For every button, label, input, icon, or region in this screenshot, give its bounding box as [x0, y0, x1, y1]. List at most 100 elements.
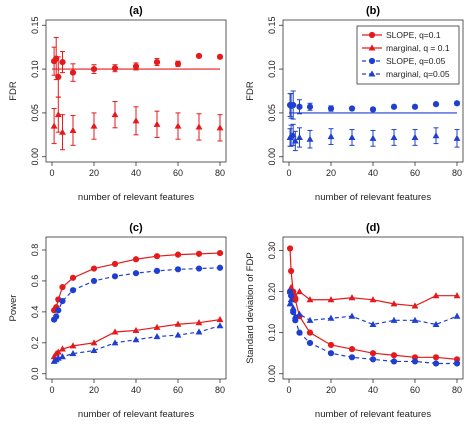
x-tick-label: 80: [215, 385, 225, 395]
data-point: [296, 329, 303, 336]
data-point: [69, 342, 77, 349]
data-point: [348, 354, 356, 361]
data-point: [69, 274, 77, 281]
data-point: [195, 265, 203, 272]
data-point: [59, 297, 66, 305]
data-point: [53, 313, 60, 320]
data-point: [195, 123, 203, 130]
data-point: [174, 320, 182, 327]
legend: SLOPE, q=0.1 marginal, q = 0.1 SLOPE, q=0.…: [356, 25, 460, 85]
data-point: [216, 322, 224, 329]
data-point: [111, 339, 119, 346]
data-point: [174, 251, 182, 258]
series-marg05: [286, 123, 461, 152]
panel-c: (c) 0 20 40 60 80 0.0 0.2 0.4 0.6 0.8 number of rel…: [8, 222, 227, 420]
y-tick-label: 0.30: [267, 242, 277, 260]
data-point: [306, 135, 314, 142]
series-slope05: [286, 288, 461, 367]
x-tick-label: 20: [89, 168, 99, 178]
legend-marker: [368, 70, 376, 77]
data-point: [390, 352, 398, 359]
data-point: [390, 316, 398, 323]
data-point: [306, 316, 314, 323]
x-tick-label: 60: [410, 385, 420, 395]
x-tick-label: 60: [173, 385, 183, 395]
data-point: [132, 326, 140, 333]
data-point: [348, 133, 356, 140]
x-tick-label: 20: [326, 168, 336, 178]
data-point: [69, 287, 77, 294]
legend-label: marginal, q=0.05: [386, 69, 450, 79]
data-point: [411, 316, 419, 323]
data-point: [132, 63, 140, 70]
y-axis-label: FDR: [245, 81, 256, 101]
data-point: [327, 350, 335, 357]
data-point: [453, 134, 461, 141]
x-tick-label: 20: [89, 385, 99, 395]
panel-title: (b): [366, 5, 380, 17]
x-axis-label: number of relevant features: [78, 192, 194, 203]
data-point: [327, 132, 335, 140]
data-point: [432, 354, 440, 361]
data-point: [287, 283, 295, 290]
data-point: [411, 133, 419, 140]
series-slope05: [286, 90, 461, 120]
panel-b: (b) 0 20 40 60 80 0.00 0.05 0.10 0.15 number of re…: [245, 5, 464, 203]
y-tick-label: 0.2: [30, 337, 40, 350]
x-tick-label: 40: [131, 385, 141, 395]
x-tick-label: 80: [452, 168, 462, 178]
x-tick-label: 40: [368, 385, 378, 395]
data-point: [59, 128, 66, 135]
panel-d: (d) 0 20 40 60 80 0.00 0.10 0.20 0.30 number of re…: [245, 222, 464, 420]
y-tick-label: 0.00: [267, 148, 277, 166]
legend-label: SLOPE, q=0.05: [386, 56, 446, 66]
data-point: [90, 122, 98, 129]
data-point: [296, 310, 303, 317]
y-tick-label: 0.8: [30, 244, 40, 257]
data-point: [90, 277, 98, 285]
y-tick-label: 0.10: [267, 60, 277, 78]
data-point: [296, 103, 303, 110]
data-point: [153, 333, 161, 340]
data-point: [289, 304, 297, 311]
legend-marker: [368, 31, 376, 39]
data-point: [432, 320, 440, 327]
data-point: [132, 270, 140, 277]
legend-label: SLOPE, q=0.1: [386, 30, 441, 40]
data-point: [369, 320, 377, 327]
y-tick-label: 0.05: [267, 104, 277, 122]
data-point: [287, 296, 295, 303]
data-point: [453, 360, 461, 367]
data-point: [132, 256, 140, 263]
panel-title: (a): [129, 5, 143, 17]
data-point: [90, 346, 98, 354]
series-slope1: [51, 37, 224, 98]
y-tick-label: 0.10: [267, 324, 277, 342]
data-point: [291, 137, 299, 144]
data-point: [54, 111, 62, 118]
y-tick-label: 0.4: [30, 306, 40, 319]
x-tick-label: 40: [368, 168, 378, 178]
legend-label: marginal, q = 0.1: [386, 43, 450, 53]
data-point: [216, 316, 224, 323]
data-point: [432, 292, 440, 299]
data-point: [327, 296, 335, 303]
data-point: [291, 312, 299, 319]
data-point: [50, 122, 58, 129]
data-point: [195, 250, 203, 257]
data-point: [306, 339, 314, 347]
data-point: [348, 345, 356, 353]
data-point: [111, 273, 119, 280]
data-point: [153, 267, 161, 274]
data-point: [411, 302, 419, 309]
data-point: [453, 292, 461, 299]
y-axis-label: Power: [8, 295, 19, 322]
data-point: [216, 249, 224, 257]
series-marg1: [50, 96, 224, 151]
data-point: [90, 65, 98, 73]
data-point: [216, 124, 224, 131]
panel-title: (c): [129, 222, 143, 234]
data-point: [111, 65, 119, 72]
series-slope1: [51, 249, 224, 314]
data-point: [174, 122, 182, 129]
